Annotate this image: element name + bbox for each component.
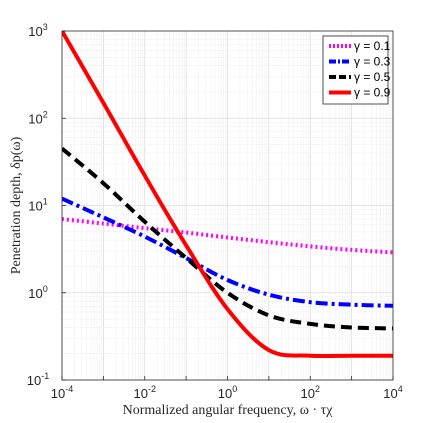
legend-label: γ = 0.1 [354, 39, 391, 53]
y-tick-label: 102 [28, 109, 47, 126]
series-line-3 [62, 146, 393, 331]
x-tick-label: 104 [383, 384, 402, 401]
legend-label: γ = 0.3 [354, 55, 391, 69]
series-line-4 [62, 31, 393, 359]
y-tick-label: 103 [28, 22, 47, 39]
legend-label: γ = 0.9 [354, 86, 391, 100]
series-line-2 [62, 196, 393, 308]
x-tick-label: 102 [301, 384, 320, 401]
x-tick-label: 100 [218, 384, 237, 401]
legend-label: γ = 0.5 [354, 70, 391, 84]
tick-labels: 10-4 10-2 100 102 104 10-1 100 101 102 103 [27, 22, 403, 401]
series-line-1 [62, 217, 393, 255]
x-tick-label: 10-2 [134, 384, 156, 401]
y-axis-label: Penetration depth, δp(ω) [9, 136, 24, 274]
x-axis-label: Normalized angular frequency, ω · τχ [123, 403, 334, 418]
y-tick-label: 101 [28, 197, 47, 214]
x-tick-label: 10-4 [51, 384, 73, 401]
data-lines [62, 31, 393, 359]
y-tick-label: 10-1 [27, 371, 49, 388]
tick-marks [61, 30, 394, 381]
y-tick-label: 100 [28, 284, 47, 301]
legend: γ = 0.1 γ = 0.3γ = 0.5 γ = 0.9 [322, 35, 391, 105]
